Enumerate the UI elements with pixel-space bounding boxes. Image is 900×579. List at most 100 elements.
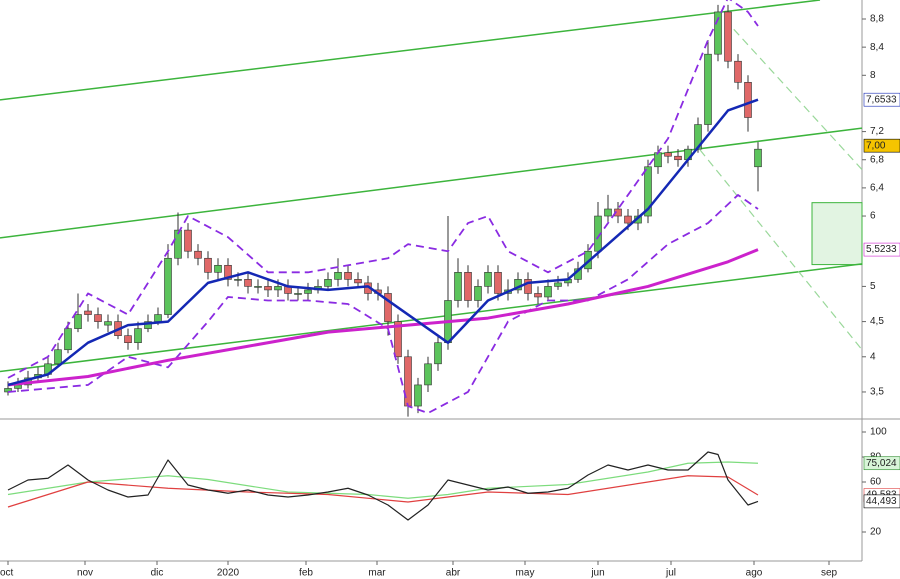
candle-body (474, 286, 482, 301)
candle-body (144, 321, 152, 329)
candle-body (344, 272, 352, 280)
candle-body (354, 279, 362, 284)
candle-body (734, 60, 742, 83)
candle-body (84, 310, 92, 315)
last-value-box (863, 494, 900, 509)
candle-body (234, 279, 242, 281)
overlay-line (7, 98, 759, 387)
oscillator-panel (0, 420, 862, 560)
zone (811, 202, 863, 266)
last-value-label: 75,024 (866, 458, 897, 469)
candle-body (744, 82, 752, 118)
y-tick-label: 8,8 (870, 14, 884, 25)
candle-body (494, 272, 502, 294)
osc-y-tick-label: 100 (870, 427, 887, 438)
osc-y-tick-label: 20 (870, 527, 882, 538)
x-tick-label: ago (746, 568, 763, 579)
overlay-line (724, 19, 863, 170)
candle-body (644, 166, 652, 217)
overlay-line (7, 248, 759, 387)
candle-body (264, 286, 272, 291)
candle-body (184, 229, 192, 252)
osc-y-tick-label: 60 (870, 477, 882, 488)
candle-body (304, 289, 312, 294)
candle-body (394, 321, 402, 358)
candle-body (544, 286, 552, 298)
candle-body (64, 328, 72, 351)
x-tick-label: abr (446, 568, 461, 579)
oscillator-line (7, 461, 759, 499)
last-value-box (863, 92, 900, 107)
candle-body (604, 208, 612, 217)
y-tick-label: 4 (870, 351, 876, 362)
oscillator-line (7, 451, 759, 521)
candle-body (134, 328, 142, 344)
y-tick-label: 8 (870, 70, 876, 81)
last-value-label: 7,00 (866, 140, 886, 151)
last-value-label: 7,6533 (866, 94, 897, 105)
candle-body (554, 282, 562, 287)
y-tick-label: 4,5 (870, 316, 884, 327)
candle-body (4, 388, 12, 393)
last-value-label: 5,5233 (866, 244, 897, 255)
candle-body (624, 215, 632, 224)
candle-body (404, 356, 412, 407)
candle-body (434, 342, 442, 365)
candle-body (154, 314, 162, 322)
last-value-box (863, 242, 900, 257)
candle-body (724, 11, 732, 62)
candle-body (534, 293, 542, 298)
x-tick-label: mar (368, 568, 386, 579)
candle-body (424, 363, 432, 386)
candle-body (464, 272, 472, 301)
y-tick-label: 6,8 (870, 154, 884, 165)
y-tick-label: 6,4 (870, 183, 884, 194)
candle-body (224, 264, 232, 280)
candle-body (104, 321, 112, 326)
candle-body (454, 272, 462, 301)
x-tick-label: nov (77, 568, 93, 579)
candle-body (674, 155, 682, 161)
candle-body (174, 229, 182, 259)
last-value-box (863, 138, 900, 153)
candle-body (714, 11, 722, 55)
overlay-line (7, 0, 759, 379)
x-tick-label: dic (151, 568, 164, 579)
candle-body (384, 293, 392, 322)
candle-body (484, 272, 492, 287)
y-tick-label: 6 (870, 211, 876, 222)
candle-body (524, 279, 532, 294)
x-tick-label: jun (590, 568, 604, 579)
overlay-line (0, 127, 863, 239)
candle-body (194, 250, 202, 259)
candle-body (94, 314, 102, 322)
y-tick-label: 3,5 (870, 387, 884, 398)
candle-body (704, 53, 712, 125)
overlay-line (0, 263, 863, 373)
candle-body (414, 384, 422, 407)
candle-body (204, 257, 212, 273)
x-tick-label: sep (821, 568, 838, 579)
candle-body (334, 272, 342, 280)
candle-body (214, 264, 222, 273)
candle-body (254, 286, 262, 288)
candle-body (274, 286, 282, 291)
oscillator-line (7, 475, 759, 508)
overlay-line (7, 194, 759, 414)
candle-body (654, 152, 662, 168)
last-value-label: 44,493 (866, 496, 897, 507)
candle-body (664, 152, 672, 157)
candle-body (754, 148, 762, 168)
candle-body (124, 335, 132, 344)
x-tick-label: may (516, 568, 535, 579)
overlay-line (699, 149, 863, 351)
x-tick-label: feb (299, 568, 313, 579)
y-tick-label: 5 (870, 281, 876, 292)
y-tick-label: 7,2 (870, 126, 884, 137)
main-panel (0, 0, 862, 418)
candle-body (324, 279, 332, 287)
y-tick-label: 8,4 (870, 42, 884, 53)
candle-body (74, 314, 82, 329)
